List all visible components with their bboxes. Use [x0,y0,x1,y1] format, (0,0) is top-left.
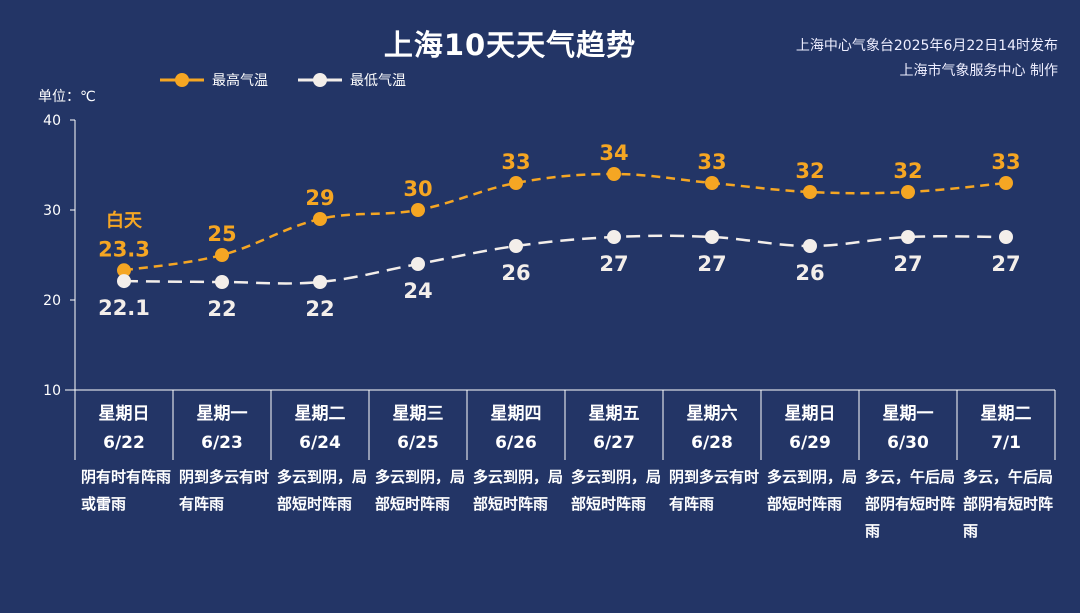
date: 6/22 [103,433,145,453]
high-temp-line [123,172,1007,272]
y-tick-label: 10 [43,383,61,399]
weekday: 星期一 [882,404,934,424]
low-temp-point [215,275,229,289]
date: 6/24 [299,433,341,453]
weather-description: 阴到多云有时有阵雨 [179,468,270,513]
legend-item-high: 最高气温 [160,70,268,90]
low-temp-line [123,234,1007,285]
day-header: 星期二 7/1 [957,400,1055,458]
high-temp-label: 30 [403,177,432,201]
weekday: 星期四 [490,404,542,424]
weekday: 星期二 [294,404,346,424]
chart-title: 上海10天天气趋势 [383,28,637,62]
low-temp-point [999,230,1013,244]
weather-description: 阴有时有阵雨或雷雨 [81,468,172,513]
high-temp-label: 23.3 [98,237,150,261]
low-temp-label: 24 [403,279,432,303]
unit-label: 单位：℃ [38,89,96,105]
day-header: 星期二 6/24 [271,400,369,458]
weekday: 星期六 [686,404,738,424]
weekday: 星期日 [98,404,150,424]
day-header: 星期六 6/28 [663,400,761,458]
producer-note: 上海市气象服务中心 制作 [899,63,1058,79]
high-temp-point [313,212,327,226]
legend-marker-high-icon [160,73,204,87]
high-temp-point [803,185,817,199]
day-header: 星期三 6/25 [369,400,467,458]
weather-description: 多云到阴，局部短时阵雨 [277,468,368,513]
high-temp-label: 33 [697,150,726,174]
low-temp-label: 27 [991,252,1020,276]
low-temp-label: 27 [893,252,922,276]
y-tick-label: 40 [43,113,61,129]
date: 6/26 [495,433,537,453]
source-note: 上海中心气象台2025年6月22日14时发布 [795,38,1058,54]
daytime-label: 白天 [106,209,143,231]
high-temp-label: 32 [893,159,922,183]
legend-label-high: 最高气温 [212,73,268,89]
low-temp-label: 27 [697,252,726,276]
low-temp-label: 22 [207,297,236,321]
weekday: 星期五 [588,404,640,424]
date: 6/30 [887,433,929,453]
high-temp-label: 29 [305,186,334,210]
day-header: 星期四 6/26 [467,400,565,458]
low-temp-point [313,275,327,289]
date: 6/28 [691,433,733,453]
high-temp-point [411,203,425,217]
low-temp-point [411,257,425,271]
high-temp-label: 25 [207,222,236,246]
high-temp-label: 33 [501,150,530,174]
weather-description: 多云到阴，局部短时阵雨 [473,468,564,513]
day-header: 星期日 6/22 [75,400,173,458]
low-temp-point [901,230,915,244]
high-temp-point [509,176,523,190]
high-temp-label: 32 [795,159,824,183]
weekday: 星期日 [784,404,836,424]
low-temp-point [509,239,523,253]
high-temp-label: 33 [991,150,1020,174]
weather-description: 多云，午后局部阴有短时阵雨 [963,468,1054,540]
weather-description: 阴到多云有时有阵雨 [669,468,760,513]
date: 6/27 [593,433,635,453]
legend: 最高气温 最低气温 [160,70,406,90]
low-temp-point [607,230,621,244]
weekday: 星期三 [392,404,444,424]
date: 6/23 [201,433,243,453]
day-header: 星期五 6/27 [565,400,663,458]
high-temp-label: 34 [599,141,628,165]
day-header: 星期一 6/23 [173,400,271,458]
low-temp-label: 22.1 [98,296,150,320]
low-temp-label: 26 [795,261,824,285]
day-header: 星期一 6/30 [859,400,957,458]
low-temp-label: 22 [305,297,334,321]
weather-description: 多云到阴，局部短时阵雨 [767,468,858,513]
y-tick-label: 20 [43,293,61,309]
high-temp-point [215,248,229,262]
y-tick-label: 30 [43,203,61,219]
legend-marker-low-icon [298,73,342,87]
weather-description: 多云到阴，局部短时阵雨 [375,468,466,513]
high-temp-point [901,185,915,199]
date: 6/25 [397,433,439,453]
low-temp-label: 27 [599,252,628,276]
date: 7/1 [991,433,1021,453]
high-temp-point [705,176,719,190]
high-temp-point [999,176,1013,190]
legend-label-low: 最低气温 [350,73,406,89]
low-temp-point [117,274,131,289]
low-temp-label: 26 [501,261,530,285]
low-temp-point [705,230,719,244]
weather-description: 多云到阴，局部短时阵雨 [571,468,662,513]
high-temp-point [607,167,621,181]
legend-item-low: 最低气温 [298,70,406,90]
weekday: 星期二 [980,404,1032,424]
high-temp-point [117,263,131,278]
date: 6/29 [789,433,831,453]
low-temp-point [803,239,817,253]
day-header: 星期日 6/29 [761,400,859,458]
weekday: 星期一 [196,404,248,424]
weather-description: 多云，午后局部阴有短时阵雨 [865,468,956,540]
